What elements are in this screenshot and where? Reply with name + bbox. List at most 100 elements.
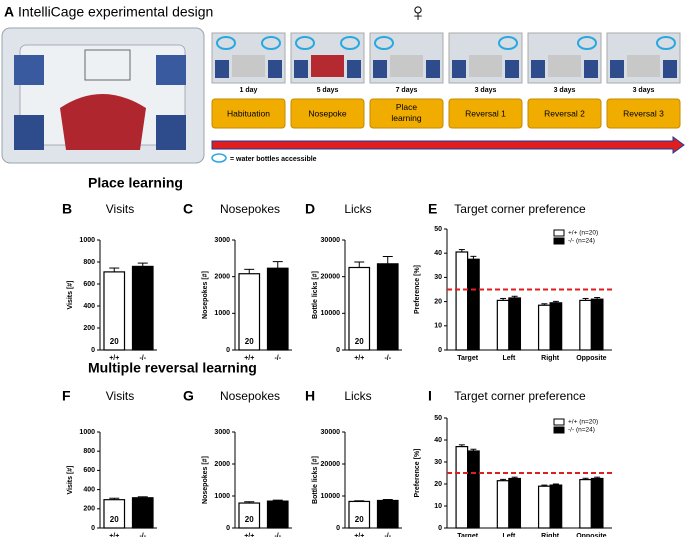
stage-name: Place learning [391,102,422,123]
bar [496,480,510,529]
y-tick-label: 1000 [79,237,95,244]
chart-title: Target corner preference [454,202,586,216]
n-label: 20 [110,337,119,346]
bar [590,477,604,529]
thumbnail-corner [426,60,440,78]
bar [238,502,261,529]
x-tick-label: Target [457,533,479,537]
y-tick-label: 50 [434,226,442,233]
chart-title: Nosepokes [220,389,280,403]
n-label: 24 [383,337,392,346]
x-tick-label: Right [541,533,560,537]
stage-duration: 1 day [240,87,258,94]
legend-label: +/+ (n=20) [568,230,598,237]
y-tick-label: 40 [434,250,442,257]
y-tick-label: 800 [83,259,95,266]
y-tick-label: 800 [83,448,95,455]
x-tick-label: Right [541,355,560,362]
bar [455,446,469,529]
section-title: Multiple reversal learning [88,360,257,376]
y-tick-label: 0 [226,525,230,532]
y-tick-label: 2000 [214,274,230,281]
stage-duration: 3 days [475,87,497,94]
n-label: 20 [245,515,254,524]
y-tick-label: 30000 [321,237,341,244]
bar [455,251,469,351]
bar [103,499,126,529]
bar [266,267,289,351]
bar [508,477,522,529]
y-tick-label: 0 [336,525,340,532]
bar [508,297,522,351]
thumbnail-floor [548,55,581,77]
bar [590,298,604,351]
y-tick-label: 1000 [214,493,230,500]
y-tick-label: 0 [336,347,340,354]
bar [103,271,126,351]
y-axis-label: Bottle licks [#] [312,271,319,319]
y-tick-label: 0 [226,347,230,354]
bar [376,499,399,529]
y-tick-label: 0 [91,347,95,354]
bar [131,265,154,351]
bottle-marker [577,36,597,50]
bar [266,500,289,529]
n-label: 24 [273,515,282,524]
stage-box [448,98,523,129]
stage-duration: 5 days [317,87,339,94]
x-tick-label: Left [502,355,516,362]
legend-label: -/- (n=24) [568,427,595,434]
bar [496,299,510,351]
y-tick-label: 400 [83,486,95,493]
thumbnail-corner [215,60,229,78]
thumbnail-floor [469,55,502,77]
time-arrow [211,136,685,154]
stage-box [369,98,444,129]
n-label: 24 [273,337,282,346]
n-label: 20 [355,337,364,346]
cage-photo [1,27,205,164]
y-tick-label: 30 [434,459,442,466]
panel-letter: I [428,388,432,404]
y-tick-label: 200 [83,506,95,513]
y-tick-label: 3000 [214,237,230,244]
chart-title: Target corner preference [454,389,586,403]
bar [467,450,480,529]
bottle-marker [374,36,394,50]
bottle-marker [498,36,518,50]
n-label: 20 [110,515,119,524]
legend-ellipse [211,153,227,163]
thumbnail-corner [505,60,519,78]
y-tick-label: 30000 [321,429,341,436]
bar [549,302,563,351]
y-axis-label: Nosepokes [#] [202,271,209,319]
chart-title: Visits [106,389,134,403]
n-label: 24 [138,515,147,524]
y-tick-label: 1000 [79,429,95,436]
stage-name: Reversal 2 [544,108,585,118]
bar [348,500,371,529]
panel-letter: F [62,388,71,404]
y-axis-label: Bottle licks [#] [312,456,319,504]
x-tick-label: -/- [274,533,281,537]
y-tick-label: 20 [434,481,442,488]
y-axis-label: Preference [%] [414,448,421,497]
legend-swatch [553,229,565,237]
x-tick-label: +/+ [354,533,364,537]
y-tick-label: 1000 [214,310,230,317]
bar [238,273,261,351]
legend-label: +/+ (n=20) [568,419,598,426]
stage-box [527,98,602,129]
y-axis-label: Nosepokes [#] [202,456,209,504]
stage-name: Reversal 1 [465,108,506,118]
stage-name: Reversal 3 [623,108,664,118]
y-tick-label: 3000 [214,429,230,436]
stage-box [290,98,365,129]
y-tick-label: 10000 [321,310,341,317]
legend-swatch [553,426,565,434]
thumbnail-corner [373,60,387,78]
legend-swatch [553,237,565,245]
panel-letter: E [428,201,437,217]
stage-name: Nosepoke [308,108,347,118]
